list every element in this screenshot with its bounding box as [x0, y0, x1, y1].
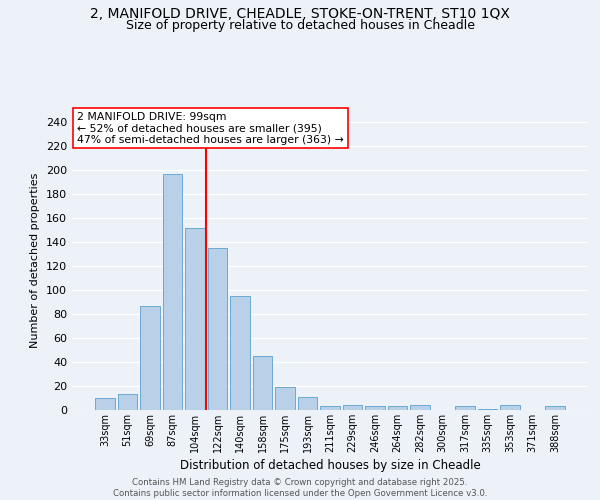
Bar — [320, 406, 340, 410]
Bar — [253, 356, 272, 410]
Bar — [343, 405, 362, 410]
X-axis label: Distribution of detached houses by size in Cheadle: Distribution of detached houses by size … — [179, 459, 481, 472]
Bar — [455, 406, 475, 410]
Bar — [208, 248, 227, 410]
Bar — [478, 409, 497, 410]
Bar — [275, 387, 295, 410]
Bar — [163, 174, 182, 410]
Bar — [95, 398, 115, 410]
Text: Size of property relative to detached houses in Cheadle: Size of property relative to detached ho… — [125, 19, 475, 32]
Text: Contains HM Land Registry data © Crown copyright and database right 2025.
Contai: Contains HM Land Registry data © Crown c… — [113, 478, 487, 498]
Bar — [365, 406, 385, 410]
Bar — [388, 406, 407, 410]
Bar — [118, 394, 137, 410]
Bar — [545, 406, 565, 410]
Text: 2 MANIFOLD DRIVE: 99sqm
← 52% of detached houses are smaller (395)
47% of semi-d: 2 MANIFOLD DRIVE: 99sqm ← 52% of detache… — [77, 112, 344, 144]
Bar — [298, 397, 317, 410]
Bar — [230, 296, 250, 410]
Text: 2, MANIFOLD DRIVE, CHEADLE, STOKE-ON-TRENT, ST10 1QX: 2, MANIFOLD DRIVE, CHEADLE, STOKE-ON-TRE… — [90, 8, 510, 22]
Bar — [410, 405, 430, 410]
Bar — [500, 405, 520, 410]
Y-axis label: Number of detached properties: Number of detached properties — [31, 172, 40, 348]
Bar — [185, 228, 205, 410]
Bar — [140, 306, 160, 410]
